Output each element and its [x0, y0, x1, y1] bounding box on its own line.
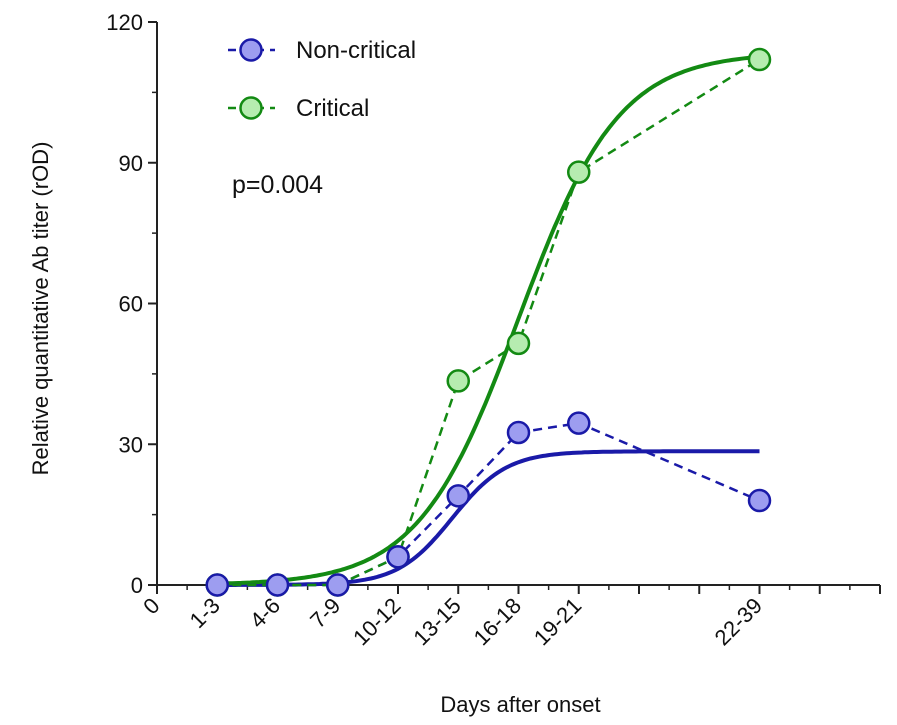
- point-non-critical: [326, 573, 350, 597]
- y-tick-label: 60: [119, 292, 143, 317]
- x-tick-label: 13-15: [408, 593, 465, 650]
- point-critical: [747, 47, 772, 72]
- fit-curves: [217, 54, 760, 587]
- point-non-critical: [386, 545, 410, 569]
- point-non-critical: [446, 484, 470, 508]
- point-non-critical: [506, 420, 531, 445]
- legend-label: Critical: [296, 95, 369, 122]
- p-value-annotation: p=0.004: [232, 171, 323, 199]
- dashed-line-critical: [217, 58, 761, 587]
- y-tick-label: 30: [119, 432, 143, 457]
- x-axis-title: Days after onset: [440, 692, 600, 717]
- connecting-lines: [217, 58, 761, 587]
- point-critical: [506, 331, 531, 356]
- x-tick-label: 22-39: [710, 593, 767, 650]
- x-tick-label: 7-9: [305, 593, 345, 633]
- x-tick-label: 16-18: [469, 593, 526, 650]
- x-tick-label: 4-6: [245, 593, 285, 633]
- point-critical: [567, 160, 591, 184]
- axes: 0 30 60 90 120 0 1-3 4-6 7-9 10-12 13-15 16-18 19-21…: [28, 10, 881, 717]
- x-tick-label: 19-21: [529, 593, 586, 650]
- fit-curve-critical: [217, 54, 760, 586]
- dashed-line-non-critical: [217, 421, 760, 587]
- fit-curve-non-critical: [217, 449, 760, 587]
- point-non-critical: [747, 488, 772, 513]
- legend-marker: [239, 38, 263, 62]
- y-tick-label: 120: [106, 10, 143, 35]
- point-critical: [446, 369, 470, 393]
- y-tick-label: 90: [119, 151, 143, 176]
- data-points: [205, 47, 772, 597]
- x-tick-label: 1-3: [185, 593, 225, 633]
- legend-marker: [239, 96, 263, 120]
- x-tick-label: 0: [138, 593, 164, 619]
- y-axis-title: Relative quantitative Ab titer (rOD): [28, 142, 53, 476]
- point-non-critical: [205, 573, 229, 597]
- point-non-critical: [265, 573, 290, 597]
- y-tick-label: 0: [131, 573, 143, 598]
- legend: Non-critical Critical: [228, 37, 416, 122]
- point-non-critical: [567, 411, 591, 435]
- legend-label: Non-critical: [296, 37, 416, 64]
- x-tick-label: 10-12: [348, 593, 405, 650]
